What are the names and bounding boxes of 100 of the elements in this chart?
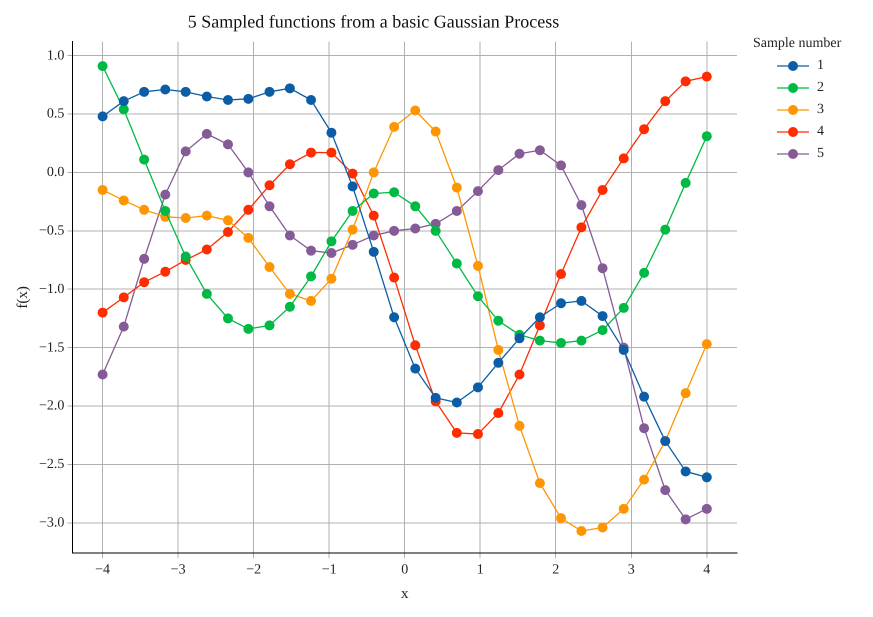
point [598, 325, 608, 336]
y-tick-label: −0.5 [38, 223, 64, 238]
point [680, 388, 691, 398]
point [160, 84, 170, 94]
point [222, 139, 233, 150]
point [389, 187, 400, 198]
point [493, 316, 504, 326]
legend-label: 3 [817, 102, 824, 118]
point [472, 260, 483, 271]
point [430, 126, 441, 137]
point [534, 145, 545, 156]
point [618, 153, 629, 164]
point [326, 148, 336, 158]
point [243, 94, 254, 104]
point [576, 200, 586, 210]
point [348, 240, 358, 250]
point [618, 504, 629, 514]
point [139, 277, 150, 288]
chart-title: 5 Sampled functions from a basic Gaussian Process [188, 12, 560, 32]
point [348, 206, 358, 216]
point [702, 504, 712, 514]
point [180, 212, 191, 223]
point [306, 95, 316, 105]
y-tick-label: −2.0 [38, 398, 64, 414]
point [264, 262, 275, 272]
point [160, 190, 170, 200]
point [452, 258, 462, 269]
point [98, 308, 108, 318]
point [306, 271, 316, 282]
point [576, 222, 586, 232]
point [98, 111, 108, 122]
point [618, 302, 629, 313]
point [534, 320, 545, 330]
x-tick-label: −4 [95, 562, 110, 578]
point [639, 423, 650, 434]
point [639, 124, 650, 134]
point [514, 369, 524, 380]
point [639, 392, 650, 402]
y-tick-label: −1.0 [38, 282, 64, 297]
point [493, 408, 504, 418]
legend-label: 4 [817, 124, 824, 140]
point [576, 296, 586, 306]
point [139, 254, 150, 264]
point [368, 188, 379, 198]
point [556, 160, 566, 170]
point [493, 165, 504, 176]
point [598, 263, 608, 274]
point [452, 398, 462, 408]
point [598, 184, 608, 195]
point [472, 186, 483, 196]
point [264, 180, 275, 190]
point [410, 364, 420, 374]
point [472, 382, 483, 392]
point [284, 302, 295, 312]
point [410, 201, 420, 212]
point [264, 201, 275, 212]
point [702, 131, 712, 142]
point [326, 274, 336, 284]
point [202, 92, 212, 102]
point [284, 230, 295, 240]
point [284, 159, 295, 170]
point [389, 312, 400, 322]
point [243, 204, 254, 215]
point [452, 428, 462, 438]
point [368, 167, 379, 178]
point [326, 128, 336, 138]
point [680, 178, 691, 188]
point [180, 86, 191, 97]
point [222, 95, 233, 105]
point [680, 514, 691, 524]
point [264, 320, 275, 330]
point [284, 83, 295, 94]
legend-label: 2 [817, 80, 824, 96]
point [243, 232, 254, 243]
x-tick-label: 4 [703, 562, 710, 578]
point [160, 266, 170, 277]
point [243, 324, 254, 334]
point [202, 210, 212, 221]
point [660, 485, 670, 496]
point [514, 420, 524, 431]
point [348, 224, 358, 235]
point [243, 167, 254, 178]
point [702, 72, 712, 82]
point [98, 61, 108, 72]
point [118, 292, 129, 302]
point [660, 224, 670, 235]
legend-label: 5 [817, 146, 824, 162]
point [139, 86, 150, 97]
point [534, 312, 545, 322]
point [389, 122, 400, 132]
point [514, 333, 524, 344]
x-axis-title: x [400, 586, 409, 602]
x-tick-label: 1 [476, 562, 484, 578]
point [160, 206, 170, 216]
point [493, 358, 504, 368]
point [410, 106, 420, 116]
point [493, 344, 504, 355]
point [348, 168, 358, 179]
y-axis-title: f(x) [14, 286, 31, 309]
point [534, 336, 545, 346]
